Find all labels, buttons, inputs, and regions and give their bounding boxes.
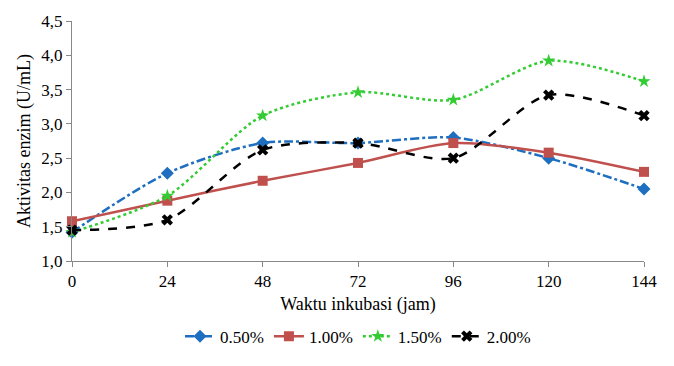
svg-text:2.00%: 2.00% bbox=[487, 328, 531, 347]
svg-text:1,5: 1,5 bbox=[41, 218, 62, 237]
svg-text:3,5: 3,5 bbox=[41, 81, 62, 100]
svg-text:96: 96 bbox=[445, 272, 462, 291]
svg-text:1.00%: 1.00% bbox=[309, 328, 353, 347]
svg-text:24: 24 bbox=[159, 272, 177, 291]
svg-text:2,5: 2,5 bbox=[41, 149, 62, 168]
svg-text:120: 120 bbox=[536, 272, 562, 291]
svg-text:0: 0 bbox=[68, 272, 77, 291]
svg-text:2,0: 2,0 bbox=[41, 183, 62, 202]
svg-text:4,5: 4,5 bbox=[41, 12, 62, 31]
svg-text:0.50%: 0.50% bbox=[220, 328, 264, 347]
svg-text:1.50%: 1.50% bbox=[398, 328, 442, 347]
svg-text:Aktivitas enzim (U/mL): Aktivitas enzim (U/mL) bbox=[14, 54, 35, 228]
svg-text:144: 144 bbox=[631, 272, 657, 291]
svg-text:1,0: 1,0 bbox=[41, 252, 62, 271]
svg-text:3,0: 3,0 bbox=[41, 115, 62, 134]
svg-text:48: 48 bbox=[254, 272, 271, 291]
svg-text:72: 72 bbox=[350, 272, 367, 291]
svg-text:4,0: 4,0 bbox=[41, 46, 62, 65]
svg-text:Waktu inkubasi (jam): Waktu inkubasi (jam) bbox=[280, 294, 436, 315]
